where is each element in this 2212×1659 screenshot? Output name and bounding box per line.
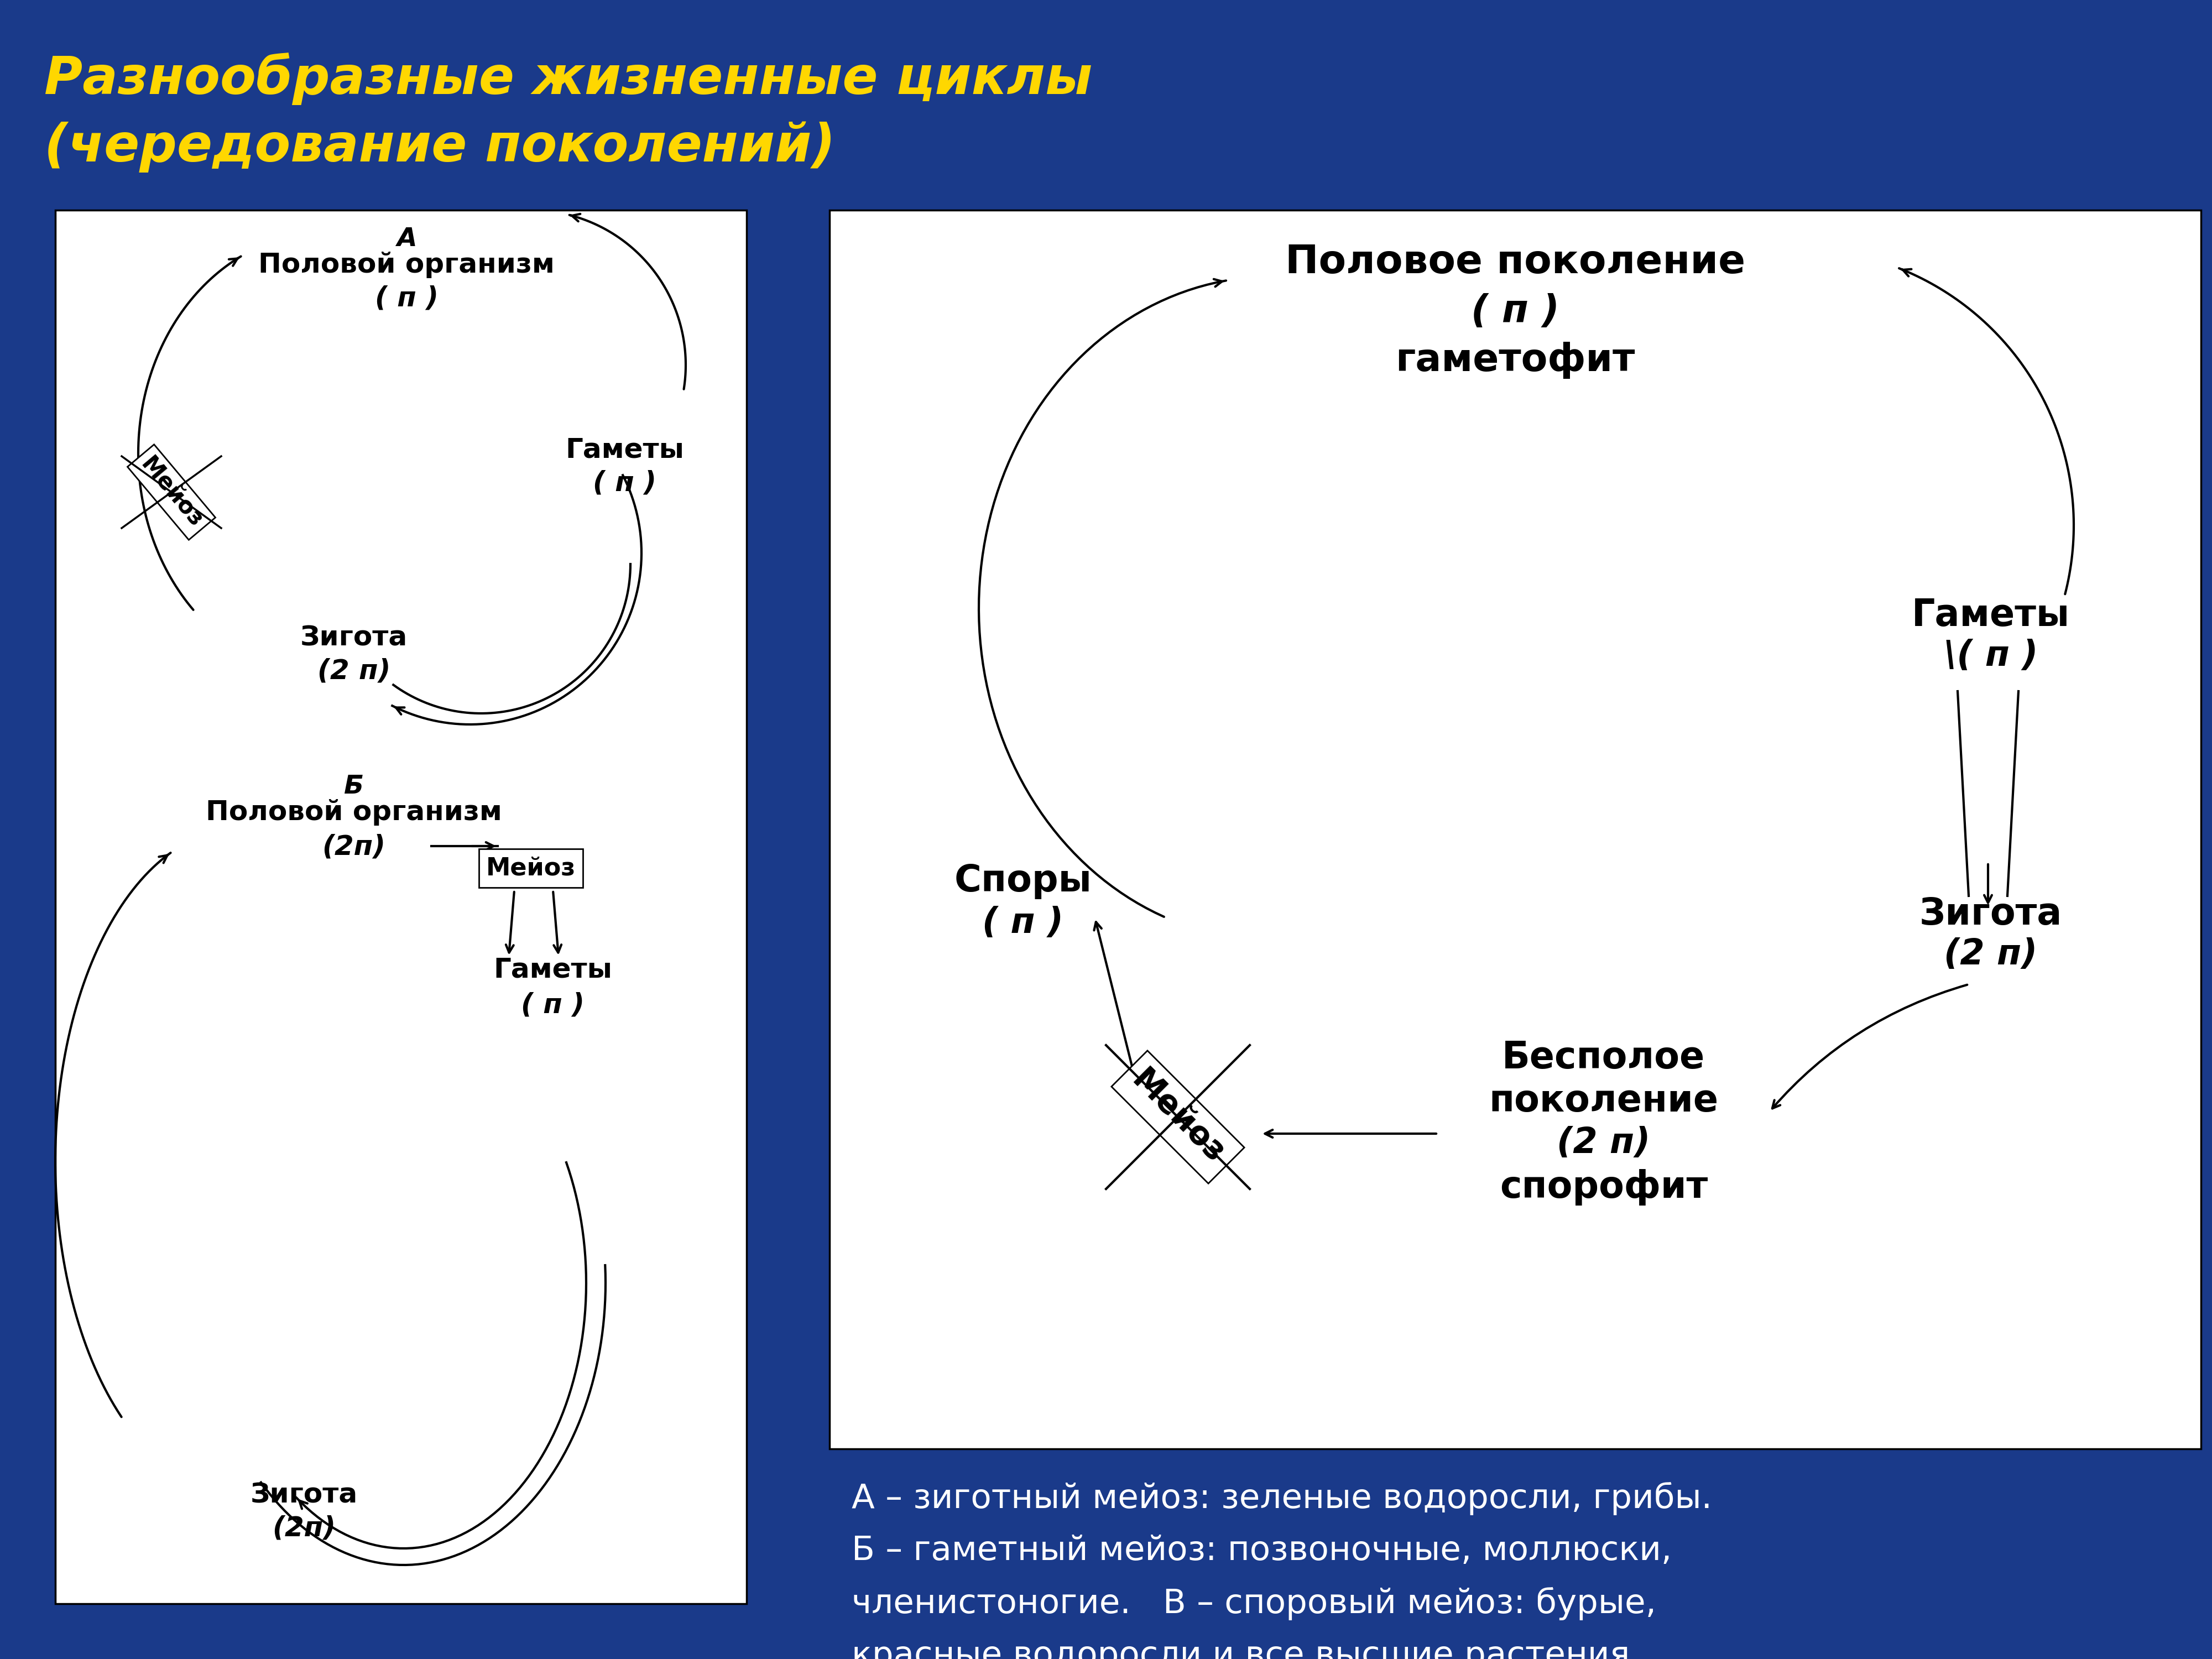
Text: поколение: поколение	[1489, 1083, 1719, 1120]
Text: \( п ): \( п )	[1944, 639, 2037, 674]
Text: ( п ): ( п )	[1471, 294, 1559, 330]
Text: Гаметы: Гаметы	[566, 436, 684, 463]
Text: Зигота: Зигота	[1920, 896, 2062, 932]
Text: Мейоз: Мейоз	[1126, 1065, 1230, 1170]
Bar	[830, 211, 2201, 1448]
Text: (2 п): (2 п)	[1557, 1126, 1650, 1160]
Text: Разнообразные жизненные циклы: Разнообразные жизненные циклы	[44, 53, 1093, 105]
Text: Половой организм: Половой организм	[259, 252, 555, 279]
Text: гаметофит: гаметофит	[1396, 342, 1635, 378]
Text: Половое поколение: Половое поколение	[1285, 244, 1745, 282]
Text: Зигота: Зигота	[250, 1481, 358, 1508]
Text: Гаметы: Гаметы	[493, 957, 613, 984]
Text: Б – гаметный мейоз: позвоночные, моллюски,: Б – гаметный мейоз: позвоночные, моллюск…	[852, 1535, 1672, 1568]
Text: А: А	[396, 227, 416, 252]
Text: ( п ): ( п )	[374, 285, 438, 312]
Text: красные водоросли и все высшие растения.: красные водоросли и все высшие растения.	[852, 1639, 1641, 1659]
Text: Зигота: Зигота	[301, 625, 407, 652]
Text: ( п ): ( п )	[982, 906, 1064, 941]
Text: Мейоз: Мейоз	[487, 856, 575, 879]
Text: (2п): (2п)	[272, 1515, 336, 1541]
Text: спорофит: спорофит	[1500, 1170, 1708, 1206]
Text: (2 п): (2 п)	[1944, 937, 2037, 972]
Text: Мейоз: Мейоз	[135, 453, 208, 533]
Text: членистоногие.   В – споровый мейоз: бурые,: членистоногие. В – споровый мейоз: бурые…	[852, 1588, 1657, 1621]
Text: (2 п): (2 п)	[316, 659, 392, 685]
Text: ( п ): ( п )	[593, 469, 657, 496]
Bar	[55, 211, 748, 1604]
Text: Половой организм: Половой организм	[206, 800, 502, 826]
Text: Споры: Споры	[953, 863, 1093, 899]
Text: Гаметы: Гаметы	[1911, 597, 2070, 634]
Text: (чередование поколений): (чередование поколений)	[44, 121, 836, 173]
Text: Б: Б	[345, 775, 363, 800]
Text: ( п ): ( п )	[522, 992, 584, 1019]
Text: Бесполое: Бесполое	[1502, 1040, 1705, 1077]
Text: А – зиготный мейоз: зеленые водоросли, грибы.: А – зиготный мейоз: зеленые водоросли, г…	[852, 1481, 1712, 1515]
Text: (2п): (2п)	[323, 834, 385, 861]
